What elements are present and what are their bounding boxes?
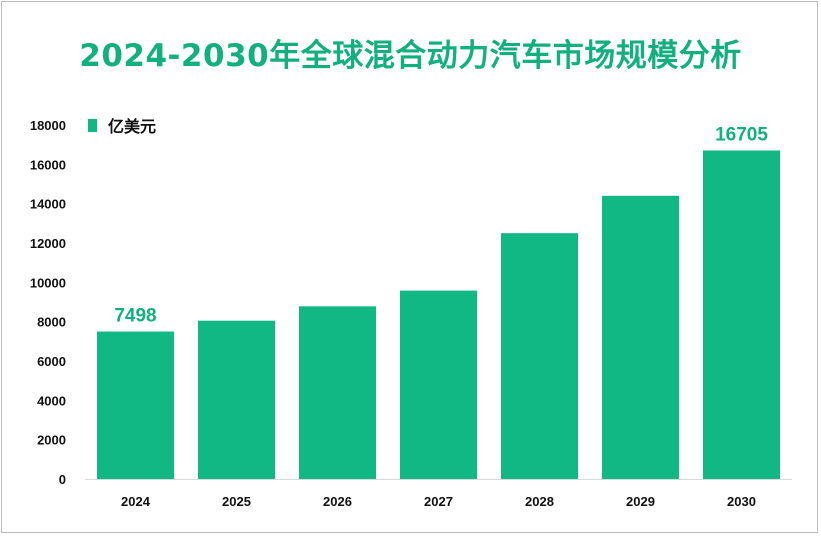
bar [198,320,275,479]
x-tick-label: 2028 [525,494,554,509]
bar-series [97,150,780,480]
y-tick-label: 2000 [37,433,66,448]
bar [602,195,679,480]
x-tick-label: 2025 [222,494,251,509]
y-tick-label: 4000 [37,393,66,408]
bar [299,306,376,479]
data-label: 16705 [715,124,768,145]
legend-label: 亿美元 [108,117,156,136]
y-axis: 0 2000 4000 6000 8000 10000 12000 14000 16000 180… [30,118,66,487]
x-axis: 2024 2025 2026 2027 2028 2029 2030 [85,479,792,509]
y-tick-label: 12000 [30,236,66,251]
bar [501,233,578,479]
y-tick-label: 16000 [30,157,66,172]
data-label: 7498 [114,306,156,327]
x-tick-label: 2029 [626,494,655,509]
y-tick-label: 8000 [37,315,66,330]
y-tick-label: 18000 [30,118,66,133]
bar [400,290,477,479]
bar [97,331,174,479]
data-labels: 7498 16705 [114,124,768,326]
y-tick-label: 6000 [37,354,66,369]
x-tick-label: 2030 [727,494,756,509]
y-tick-label: 0 [59,472,66,487]
y-tick-label: 10000 [30,275,66,290]
x-tick-label: 2027 [424,494,453,509]
legend-swatch [88,119,97,132]
bar [703,150,780,480]
chart-title: 2024-2030年全球混合动力汽车市场规模分析 [79,38,742,74]
x-tick-label: 2024 [121,494,151,509]
legend: 亿美元 [88,117,156,136]
x-tick-label: 2026 [323,494,352,509]
y-tick-label: 14000 [30,197,66,212]
